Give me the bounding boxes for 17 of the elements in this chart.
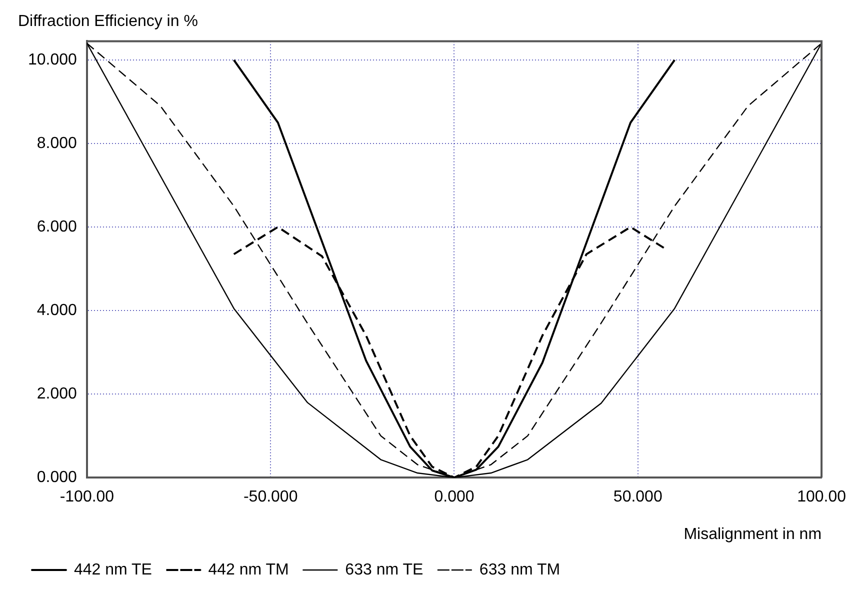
legend-label: 633 nm TE: [345, 561, 424, 578]
y-tick-label: 0.000: [36, 469, 78, 486]
x-tick-label: -50.000: [243, 488, 298, 506]
legend-label: 442 nm TE: [74, 561, 152, 578]
y-tick-label: 4.000: [36, 302, 78, 319]
y-axis-title: Diffraction Efficiency in %: [18, 13, 198, 30]
y-tick-label: 2.000: [36, 385, 78, 402]
x-tick-label: 50.000: [613, 488, 662, 506]
x-tick-label: 100.00: [797, 488, 846, 506]
y-tick-label: 10.000: [28, 51, 78, 68]
legend-label: 633 nm TM: [479, 561, 560, 578]
x-tick-label: 0.000: [434, 488, 474, 506]
legend-label: 442 nm TM: [208, 561, 289, 578]
y-tick-label: 8.000: [36, 134, 78, 152]
y-tick-label: 6.000: [36, 218, 78, 236]
x-axis-title: Misalignment in nm: [684, 526, 822, 543]
x-tick-label: -100.00: [60, 488, 114, 506]
